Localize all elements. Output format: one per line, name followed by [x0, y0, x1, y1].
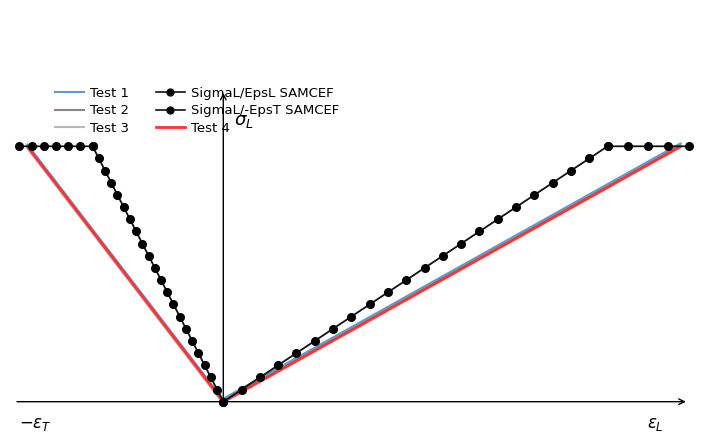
Text: $\varepsilon_L$: $\varepsilon_L$: [647, 416, 663, 433]
Text: $-\varepsilon_T$: $-\varepsilon_T$: [19, 416, 52, 433]
Legend: Test 1, Test 2, Test 3, SigmaL/EpsL SAMCEF, SigmaL/-EpsT SAMCEF, Test 4: Test 1, Test 2, Test 3, SigmaL/EpsL SAMC…: [55, 87, 340, 135]
Text: $\sigma_L$: $\sigma_L$: [234, 112, 253, 130]
